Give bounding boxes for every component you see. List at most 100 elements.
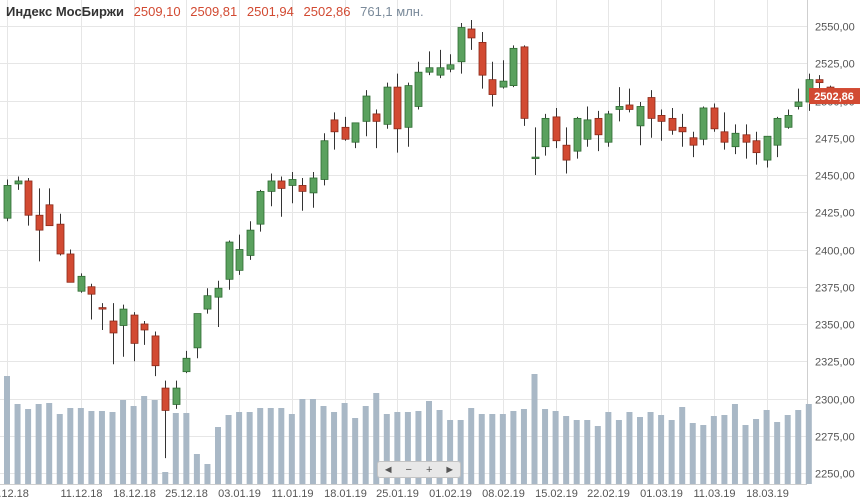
candle-body: [668, 117, 677, 131]
x-tick-label: 25.12.18: [165, 488, 208, 500]
last-price-tag-bg: [809, 88, 860, 105]
volume-bar: [404, 412, 411, 484]
volume-bar: [46, 403, 53, 484]
volume-bar: [98, 411, 105, 484]
chart-navigator: ◄ − + ►: [377, 461, 461, 478]
volume-bar: [753, 419, 760, 484]
volume-bar: [341, 403, 348, 484]
grid: [0, 0, 808, 485]
volume-bar: [373, 393, 380, 484]
candle-body: [446, 64, 455, 70]
volume-bar: [542, 409, 549, 484]
candle-body: [499, 80, 508, 88]
volume-bars: [4, 374, 812, 484]
candle-body: [404, 85, 413, 128]
volume-bar: [795, 410, 802, 484]
candle-body: [182, 357, 191, 373]
last-price-tag: 2502,86: [809, 88, 860, 105]
scroll-left-button[interactable]: ◄: [382, 463, 394, 476]
candle-body: [773, 117, 782, 146]
close-value: 2502,86: [303, 4, 351, 19]
candle-body: [488, 79, 497, 95]
candle-body: [267, 180, 276, 192]
y-tick-label: 2400,00: [815, 246, 855, 258]
chart-header: Индекс МосБиржи 2509,10 2509,81 2501,94 …: [6, 4, 424, 19]
volume-bar: [225, 415, 232, 484]
x-tick-label: 03.01.19: [218, 488, 261, 500]
x-tick-label: 18.03.19: [746, 488, 789, 500]
index-title: Индекс МосБиржи: [6, 4, 124, 19]
volume-bar: [246, 412, 253, 484]
candle-body: [119, 308, 128, 326]
candles: [3, 20, 835, 459]
candle-body: [225, 241, 234, 280]
high-value: 2509,81: [190, 4, 238, 19]
zoom-in-button[interactable]: +: [426, 463, 433, 476]
last-price-tag-label: 2502,86: [814, 91, 854, 103]
candle-body: [520, 46, 529, 119]
volume-bar: [88, 411, 95, 484]
candle-body: [298, 185, 307, 192]
volume-bar: [647, 412, 654, 484]
volume-bar: [742, 425, 749, 484]
candle-body: [636, 106, 645, 127]
candle-body: [246, 229, 255, 256]
candle-body: [731, 132, 740, 148]
candle-body: [710, 107, 719, 130]
volume-value: 761,1 млн.: [360, 4, 424, 19]
volume-bar: [774, 422, 781, 484]
y-tick-label: 2550,00: [815, 22, 855, 34]
volume-bar: [700, 425, 707, 484]
volume-bar: [25, 409, 32, 484]
volume-bar: [362, 406, 369, 484]
candle-body: [573, 117, 582, 152]
volume-bar: [109, 412, 116, 484]
y-axis: 2250,00 2275,00 2300,00 2325,00 2350,00 2375,…: [815, 22, 855, 481]
candle-body: [815, 79, 824, 84]
candle-body: [763, 135, 772, 161]
candle-body: [457, 27, 466, 63]
volume-bar: [689, 423, 696, 484]
x-tick-label: 25.01.19: [376, 488, 419, 500]
volume-bar: [383, 414, 390, 484]
volume-bar: [763, 410, 770, 484]
candle-body: [372, 113, 381, 122]
candle-body: [35, 214, 44, 231]
volume-bar: [352, 418, 359, 484]
zoom-out-button[interactable]: −: [405, 463, 412, 476]
candle-body: [277, 180, 286, 189]
candle-body: [330, 119, 339, 133]
volume-bar: [309, 399, 316, 484]
scroll-right-button[interactable]: ►: [444, 463, 456, 476]
candle-body: [436, 67, 445, 76]
candle-body: [794, 101, 803, 107]
x-axis: 04.12.18 11.12.18 18.12.18 25.12.18 03.01.19…: [0, 488, 789, 500]
volume-bar: [520, 409, 527, 484]
y-tick-label: 2525,00: [815, 59, 855, 71]
candle-body: [414, 71, 423, 107]
y-tick-label: 2475,00: [815, 134, 855, 146]
volume-bar: [784, 415, 791, 484]
candle-body: [351, 122, 360, 143]
volume-bar: [563, 416, 570, 484]
y-tick-label: 2450,00: [815, 171, 855, 183]
volume-bar: [658, 415, 665, 484]
volume-bar: [805, 404, 812, 484]
open-value: 2509,10: [133, 4, 181, 19]
volume-bar: [584, 420, 591, 484]
candle-body: [647, 97, 656, 119]
candle-body: [172, 387, 181, 405]
volume-bar: [637, 417, 643, 484]
candle-body: [203, 295, 212, 310]
volume-bar: [679, 407, 686, 484]
volume-bar: [257, 408, 264, 484]
volume-bar: [14, 404, 21, 484]
candle-body: [77, 275, 86, 292]
x-tick-label: 11.01.19: [271, 488, 313, 500]
candle-body: [341, 126, 350, 140]
candle-body: [699, 107, 708, 140]
volume-bar: [731, 404, 738, 484]
candle-body: [45, 204, 54, 227]
volume-bar: [415, 411, 422, 484]
volume-bar: [215, 427, 221, 484]
